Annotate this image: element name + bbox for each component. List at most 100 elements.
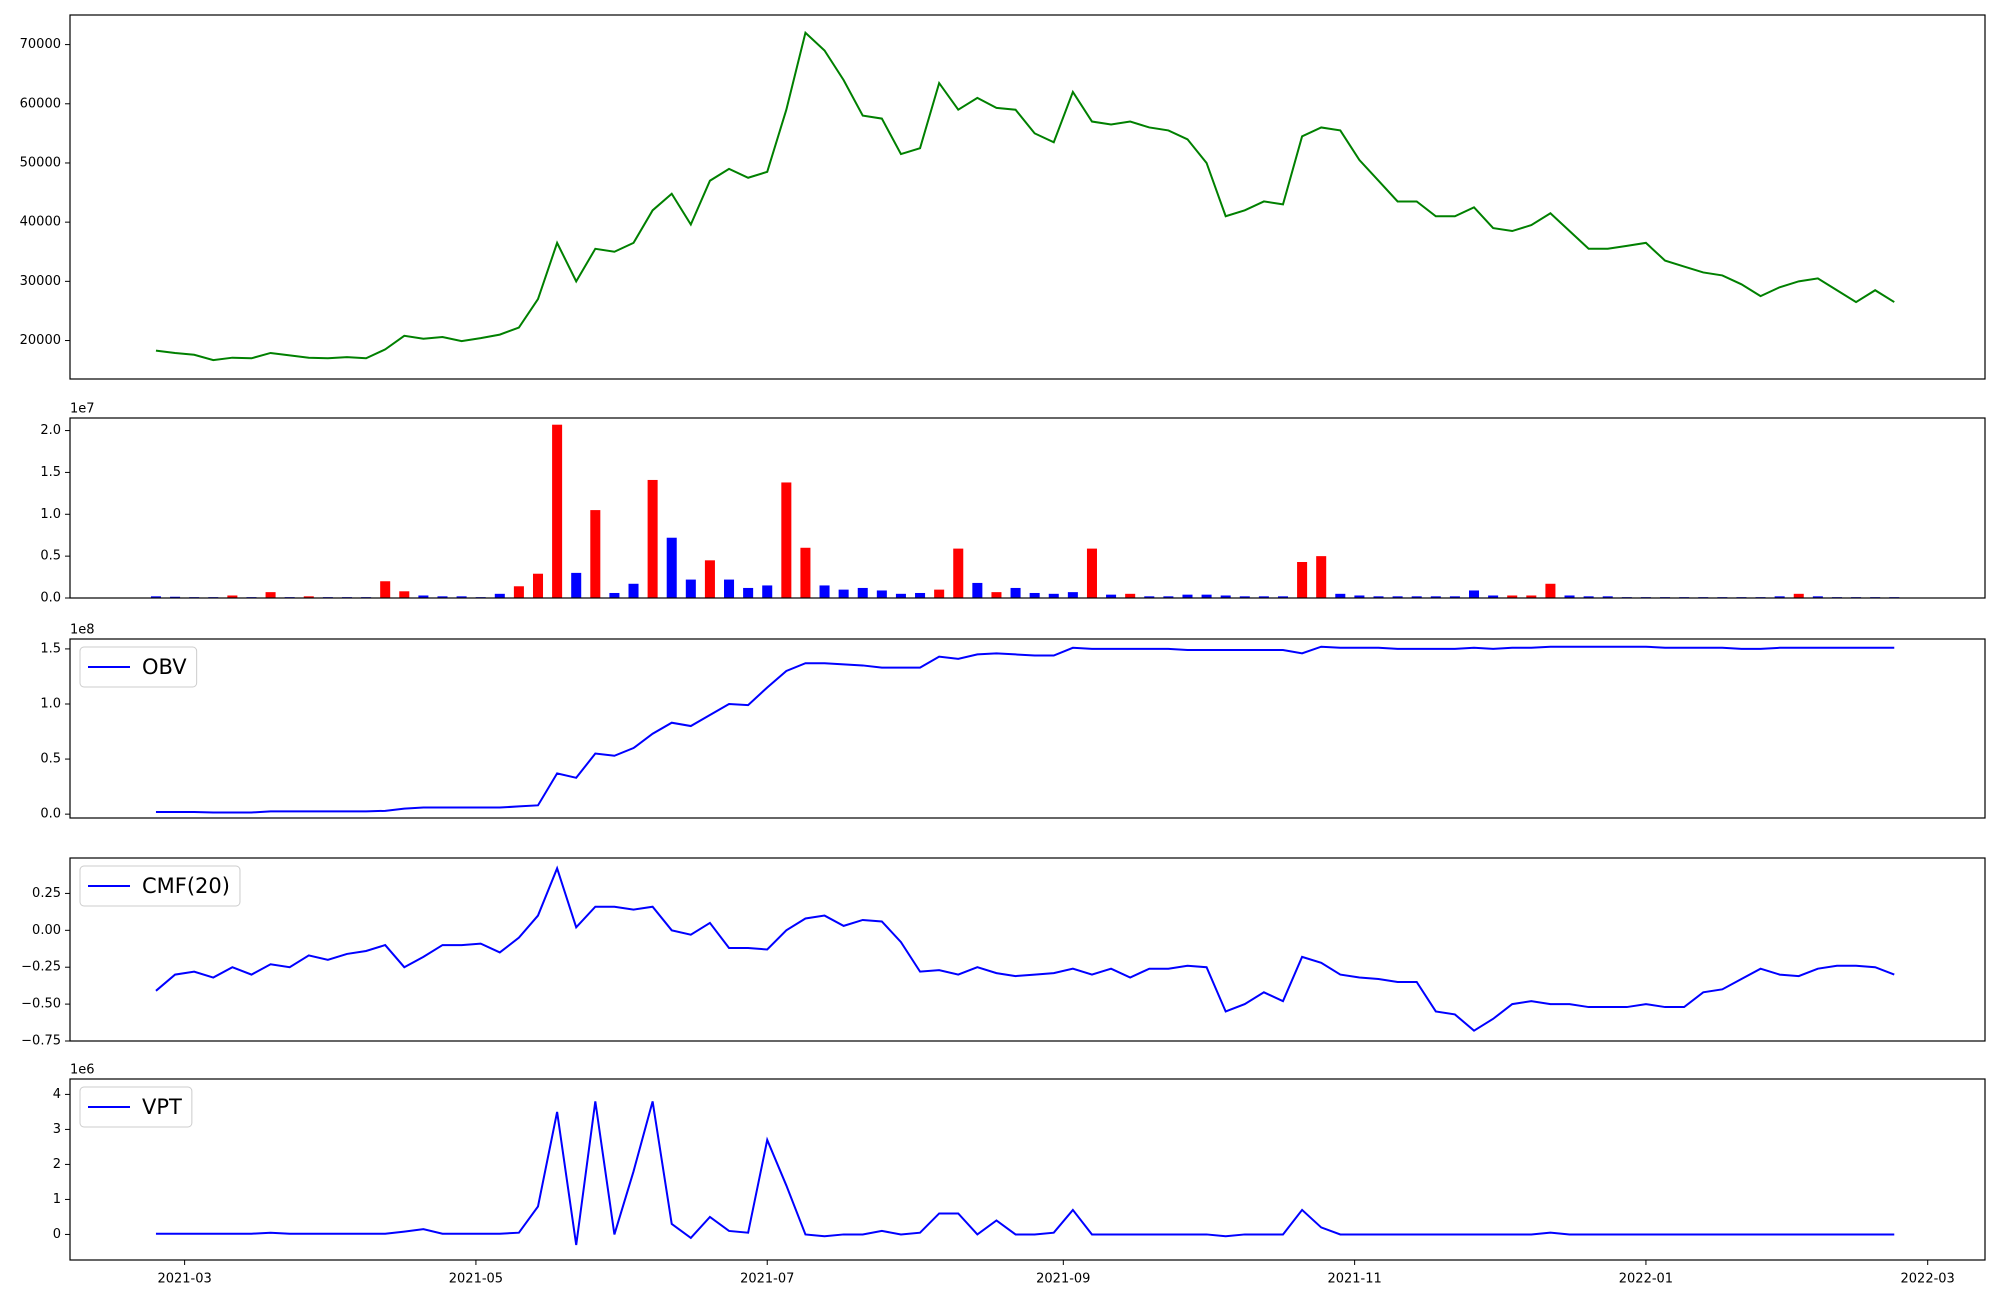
volume-bar [1277,596,1289,598]
y-tick-label: 0.5 [40,549,61,564]
volume-bar [762,585,773,598]
volume-bar [1602,596,1613,598]
volume-bar [1373,596,1384,598]
volume-bar [1488,595,1499,598]
y-tick-label: 0.00 [32,923,61,938]
volume-bar [1067,592,1078,598]
panel: 20000 30000 40000 50000 60000 70000 [20,14,1986,380]
y-tick-label: 1.0 [40,507,61,522]
volume-bar [724,579,735,598]
volume-bar [1029,592,1040,598]
volume-bar [1545,583,1556,598]
volume-bar [1239,596,1250,598]
volume-bar [1086,548,1097,598]
volume-bar [1048,593,1059,598]
volume-bar [743,587,754,598]
legend-box [79,1086,193,1128]
axes-frame [69,417,1986,599]
y-tick-label: −0.50 [21,997,61,1012]
volume-bar [1354,595,1365,598]
volume-bar [838,589,849,598]
volume-bar [953,548,964,598]
line-series [155,30,1895,362]
volume-bar [609,592,620,598]
volume-bar [1774,596,1785,598]
volume-bar [1220,595,1231,598]
volume-bar [150,596,161,598]
volume-bar [1182,594,1193,598]
volume-bar [456,596,467,598]
x-tick-label: 2021-03 [157,1272,211,1287]
volume-bar [399,591,410,598]
volume-bar [1163,596,1174,598]
legend-box [79,646,198,688]
volume-bar [552,424,563,598]
volume-bar [1144,596,1155,598]
y-tick-label: 40000 [20,215,61,230]
volume-bar [1469,590,1480,598]
axes-frame [69,857,1986,1042]
x-tick-label: 2021-05 [449,1272,503,1287]
axis-offset-label: 1e7 [70,402,95,417]
panel: −0.75 −0.50 −0.25 0.00 0.25 CMF(20) [21,857,1986,1049]
volume-bar [1106,594,1117,598]
volume-bar [895,593,906,598]
x-tick-label: 2021-09 [1036,1272,1090,1287]
legend-label: CMF(20) [142,874,230,898]
y-tick-label: 1.5 [40,641,61,656]
y-tick-label: 2 [53,1157,61,1172]
volume-bar [1392,596,1403,598]
y-tick-label: 60000 [20,96,61,111]
panel: 0.0 0.5 1.0 1.5 1e8 OBV [40,623,1986,822]
volume-bar [1125,593,1136,598]
volume-bar [1335,593,1346,598]
volume-bar [380,581,391,598]
x-tick-label: 2022-01 [1619,1272,1673,1287]
volume-bar [934,589,945,598]
legend-label: OBV [142,655,187,679]
volume-bar [418,595,429,598]
volume-bar [571,572,582,598]
volume-bar [685,579,696,598]
volume-bar [1201,594,1212,598]
volume-bar [781,482,792,598]
y-tick-label: 0.0 [40,591,61,606]
volume-bar [1316,556,1327,598]
x-tick-label: 2022-03 [1901,1272,1955,1287]
y-tick-label: −0.25 [21,960,61,975]
volume-bar [170,596,181,598]
y-tick-label: 0.0 [40,807,61,822]
volume-bar [494,593,505,598]
volume-bar [590,510,601,598]
y-tick-label: 4 [53,1087,61,1102]
legend-box [79,865,241,907]
volume-bar [1430,596,1441,598]
volume-bar [857,587,868,598]
volume-bar [1411,596,1422,598]
volume-bar [1297,562,1308,598]
volume-bar [1583,596,1594,598]
line-series [155,865,1895,1032]
y-tick-label: 30000 [20,274,61,289]
volume-bar [819,585,830,598]
volume-bar [1507,595,1518,598]
volume-bar [666,537,677,598]
y-tick-label: 0.25 [32,886,61,901]
axes-frame [69,14,1986,380]
volume-bar [1812,596,1823,598]
y-tick-label: 20000 [20,333,61,348]
volume-bar [800,547,811,598]
volume-bar [1449,596,1460,598]
y-tick-label: 0 [53,1227,61,1242]
volume-bar [265,592,276,598]
volume-bar [1010,587,1021,598]
volume-bar [628,583,639,598]
x-tick-label: 2021-07 [740,1272,794,1287]
volume-bar [876,590,887,598]
volume-bar [1564,595,1575,598]
y-tick-label: 1 [53,1192,61,1207]
axes-frame [69,1078,1986,1261]
volume-bar [1526,595,1537,598]
axis-offset-label: 1e6 [70,1063,95,1078]
